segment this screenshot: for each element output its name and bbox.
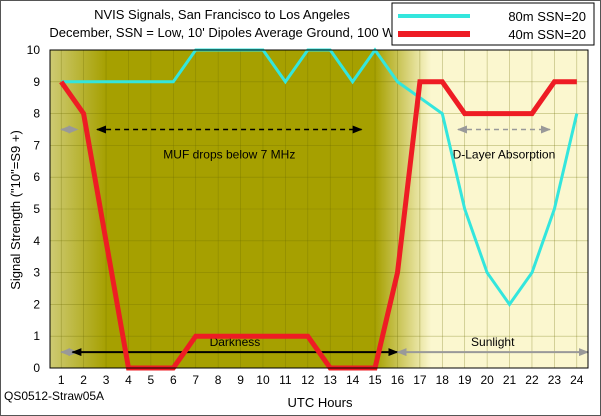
y-tick-label: 8 bbox=[33, 107, 40, 121]
x-tick-label: 4 bbox=[125, 373, 132, 387]
x-tick-label: 23 bbox=[548, 373, 562, 387]
tick-labels: 1 2 3 4 5 6 7 8 9 10 11 12 13 14 15 16 17 18 19 20 21 22 23 240… bbox=[27, 43, 584, 387]
figure-code: QS0512-Straw05A bbox=[4, 389, 104, 403]
y-tick-label: 9 bbox=[33, 75, 40, 89]
y-axis-label: Signal Strength ("10"=S9 +) bbox=[8, 130, 23, 290]
y-tick-label: 1 bbox=[33, 329, 40, 343]
x-tick-label: 5 bbox=[148, 373, 155, 387]
x-tick-label: 19 bbox=[458, 373, 472, 387]
y-tick-label: 4 bbox=[33, 234, 40, 248]
x-tick-label: 20 bbox=[480, 373, 494, 387]
x-tick-label: 15 bbox=[368, 373, 382, 387]
y-tick-label: 0 bbox=[33, 361, 40, 375]
x-tick-label: 14 bbox=[346, 373, 360, 387]
x-tick-label: 7 bbox=[192, 373, 199, 387]
y-tick-label: 3 bbox=[33, 266, 40, 280]
annotation-label: MUF drops below 7 MHz bbox=[163, 148, 295, 162]
x-tick-label: 17 bbox=[413, 373, 427, 387]
legend-box bbox=[391, 2, 595, 46]
annotations: MUF drops below 7 MHz D-Layer AbsorptionD… bbox=[60, 125, 589, 357]
x-tick-label: 3 bbox=[103, 373, 110, 387]
annotation-label: D-Layer Absorption bbox=[453, 148, 556, 162]
x-axis-label: UTC Hours bbox=[287, 395, 353, 410]
y-tick-label: 10 bbox=[27, 43, 41, 57]
plot-background bbox=[50, 50, 588, 368]
x-tick-label: 9 bbox=[237, 373, 244, 387]
gridlines bbox=[50, 49, 588, 369]
x-tick-label: 16 bbox=[391, 373, 405, 387]
legend: 80m SSN=20 40m SSN=20 bbox=[391, 2, 595, 46]
chart-subtitle: December, SSN = Low, 10' Dipoles Average… bbox=[49, 25, 395, 40]
x-tick-label: 21 bbox=[503, 373, 517, 387]
y-tick-label: 5 bbox=[33, 202, 40, 216]
y-tick-label: 7 bbox=[33, 138, 40, 152]
x-tick-label: 6 bbox=[170, 373, 177, 387]
plot-border bbox=[49, 49, 589, 369]
x-tick-label: 2 bbox=[80, 373, 87, 387]
x-tick-label: 10 bbox=[256, 373, 270, 387]
x-tick-label: 18 bbox=[436, 373, 450, 387]
x-tick-label: 24 bbox=[570, 373, 584, 387]
x-tick-label: 8 bbox=[215, 373, 222, 387]
legend-label-40m: 40m SSN=20 bbox=[508, 27, 586, 42]
annotation-label: Sunlight bbox=[471, 335, 515, 349]
x-tick-label: 12 bbox=[301, 373, 315, 387]
x-tick-label: 13 bbox=[324, 373, 338, 387]
y-tick-label: 2 bbox=[33, 297, 40, 311]
x-tick-label: 22 bbox=[525, 373, 539, 387]
x-tick-label: 11 bbox=[279, 373, 292, 387]
chart-title: NVIS Signals, San Francisco to Los Angel… bbox=[94, 7, 350, 22]
y-tick-label: 6 bbox=[33, 170, 40, 184]
legend-label-80m: 80m SSN=20 bbox=[508, 9, 586, 24]
x-tick-label: 1 bbox=[58, 373, 65, 387]
